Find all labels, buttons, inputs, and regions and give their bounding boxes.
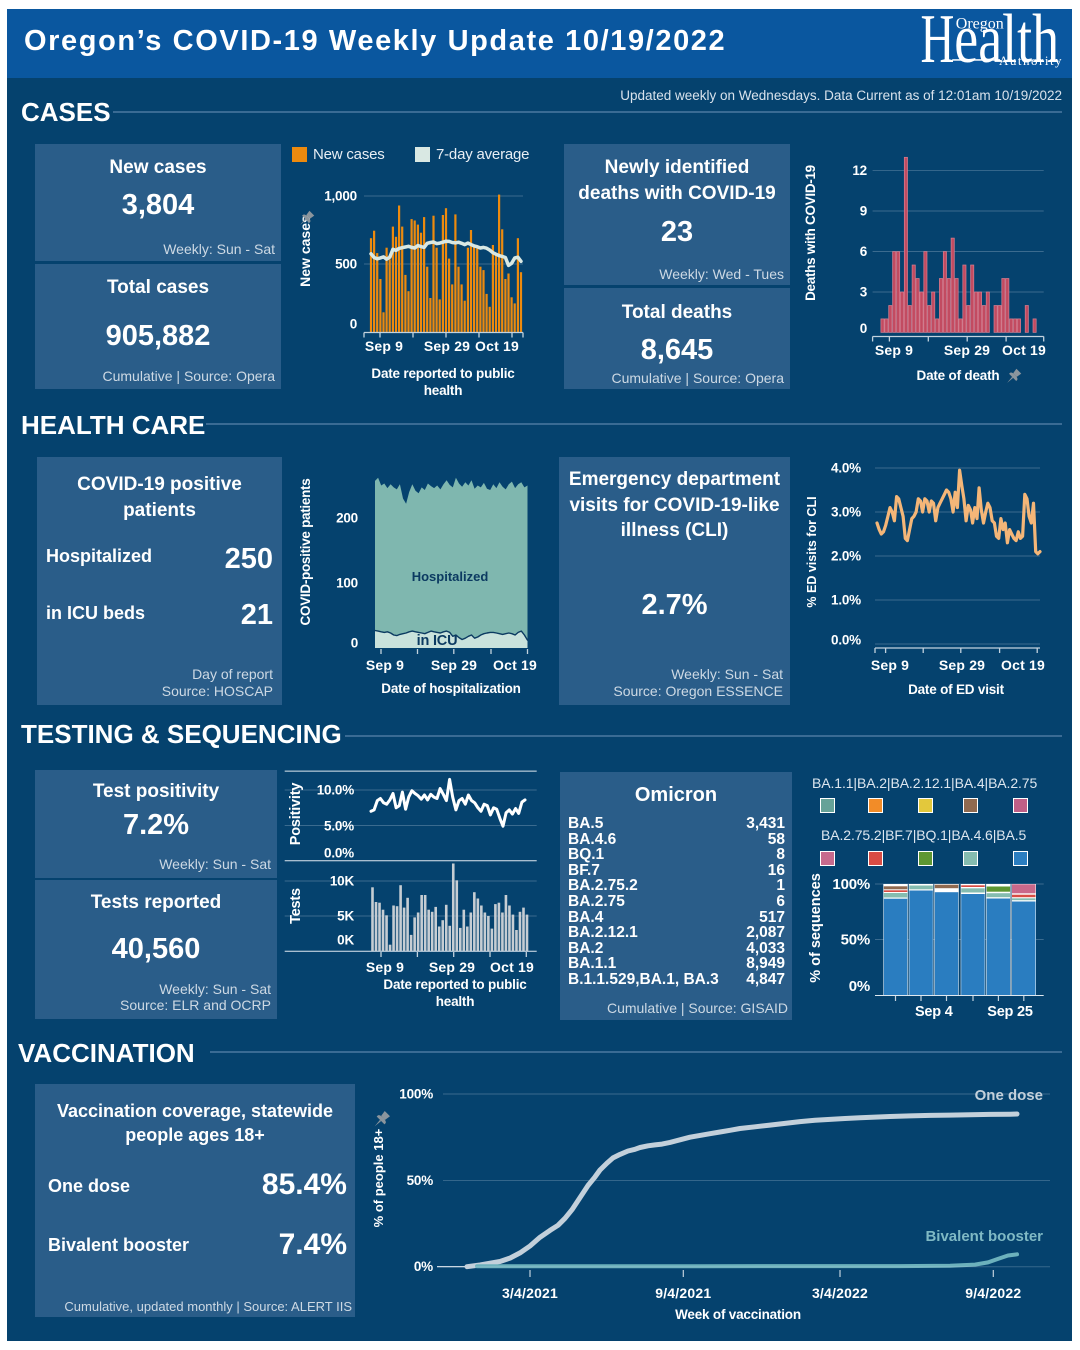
svg-text:0%: 0% [849, 978, 870, 995]
svg-text:0: 0 [350, 317, 357, 332]
svg-text:Positivity: Positivity [288, 783, 304, 846]
svg-text:0.0%: 0.0% [831, 633, 861, 648]
svg-text:Bivalent booster: Bivalent booster [925, 1228, 1043, 1245]
svg-text:Sep 25: Sep 25 [987, 1004, 1033, 1020]
svg-text:10K: 10K [330, 874, 355, 889]
svg-text:9: 9 [860, 204, 867, 219]
svg-text:Oregon: Oregon [956, 16, 1004, 33]
svg-text:0K: 0K [337, 933, 354, 948]
svg-text:Oct 19: Oct 19 [490, 959, 534, 975]
svg-text:1.0%: 1.0% [831, 593, 861, 608]
svg-text:Authority: Authority [999, 53, 1063, 68]
svg-text:COVID-positive patients: COVID-positive patients [298, 479, 313, 626]
svg-text:100%: 100% [832, 876, 870, 893]
svg-text:% ED visits for CLI: % ED visits for CLI [805, 496, 819, 607]
svg-text:0%: 0% [414, 1259, 433, 1274]
svg-text:100: 100 [336, 576, 358, 591]
svg-text:0: 0 [860, 321, 867, 336]
svg-text:Sep 29: Sep 29 [939, 657, 985, 673]
svg-text:3: 3 [860, 285, 868, 300]
svg-text:Sep 9: Sep 9 [366, 959, 404, 975]
svg-text:health: health [424, 383, 463, 398]
svg-text:3/4/2021: 3/4/2021 [502, 1285, 558, 1301]
svg-text:Hospitalized: Hospitalized [412, 569, 489, 584]
svg-text:12: 12 [852, 163, 867, 178]
svg-text:100%: 100% [399, 1087, 433, 1102]
svg-text:9/4/2022: 9/4/2022 [965, 1285, 1021, 1301]
svg-text:1,000: 1,000 [324, 189, 357, 204]
svg-text:Tests: Tests [288, 888, 304, 924]
svg-text:Sep 9: Sep 9 [366, 657, 404, 673]
svg-text:Deaths with COVID-19: Deaths with COVID-19 [803, 165, 818, 301]
svg-text:500: 500 [335, 257, 357, 272]
svg-text:in ICU: in ICU [417, 633, 458, 649]
svg-text:Sep 29: Sep 29 [431, 657, 477, 673]
svg-text:3.0%: 3.0% [831, 505, 861, 520]
svg-text:health: health [436, 994, 475, 1009]
svg-text:50%: 50% [407, 1173, 434, 1188]
svg-text:% of people 18+: % of people 18+ [371, 1128, 386, 1227]
svg-text:10.0%: 10.0% [317, 783, 354, 798]
svg-text:5.0%: 5.0% [324, 819, 354, 834]
svg-text:Sep 9: Sep 9 [871, 657, 909, 673]
svg-text:0: 0 [351, 636, 358, 651]
svg-text:9/4/2021: 9/4/2021 [655, 1285, 711, 1301]
svg-text:6: 6 [860, 244, 868, 259]
svg-text:H: H [921, 0, 955, 77]
svg-text:Week of vaccination: Week of vaccination [675, 1307, 801, 1322]
svg-text:4.0%: 4.0% [831, 461, 861, 476]
svg-text:2.0%: 2.0% [831, 549, 861, 564]
svg-text:3/4/2022: 3/4/2022 [812, 1285, 868, 1301]
svg-text:New cases: New cases [297, 215, 313, 287]
svg-text:Date of ED visit: Date of ED visit [908, 682, 1005, 697]
svg-text:Date of death: Date of death [917, 368, 1000, 383]
svg-text:Date reported to public: Date reported to public [371, 366, 515, 381]
svg-text:200: 200 [336, 511, 358, 526]
svg-text:Date of hospitalization: Date of hospitalization [381, 681, 520, 696]
svg-text:Sep 9: Sep 9 [875, 342, 913, 358]
svg-text:Oct 19: Oct 19 [493, 657, 537, 673]
svg-text:0.0%: 0.0% [324, 846, 354, 861]
svg-text:Sep 9: Sep 9 [365, 338, 403, 354]
svg-text:% of sequences: % of sequences [808, 873, 824, 983]
svg-text:Sep 29: Sep 29 [424, 338, 470, 354]
svg-text:5K: 5K [337, 909, 354, 924]
svg-text:Oct 19: Oct 19 [475, 338, 519, 354]
svg-text:ealth: ealth [954, 0, 1059, 77]
svg-text:Date reported to public: Date reported to public [383, 977, 527, 992]
svg-text:Sep 4: Sep 4 [915, 1004, 953, 1020]
svg-text:Oct 19: Oct 19 [1002, 342, 1046, 358]
svg-text:Oct 19: Oct 19 [1001, 657, 1045, 673]
svg-text:50%: 50% [841, 932, 870, 949]
svg-text:Sep 29: Sep 29 [429, 959, 475, 975]
svg-text:Sep 29: Sep 29 [944, 342, 990, 358]
svg-text:One dose: One dose [975, 1087, 1043, 1104]
